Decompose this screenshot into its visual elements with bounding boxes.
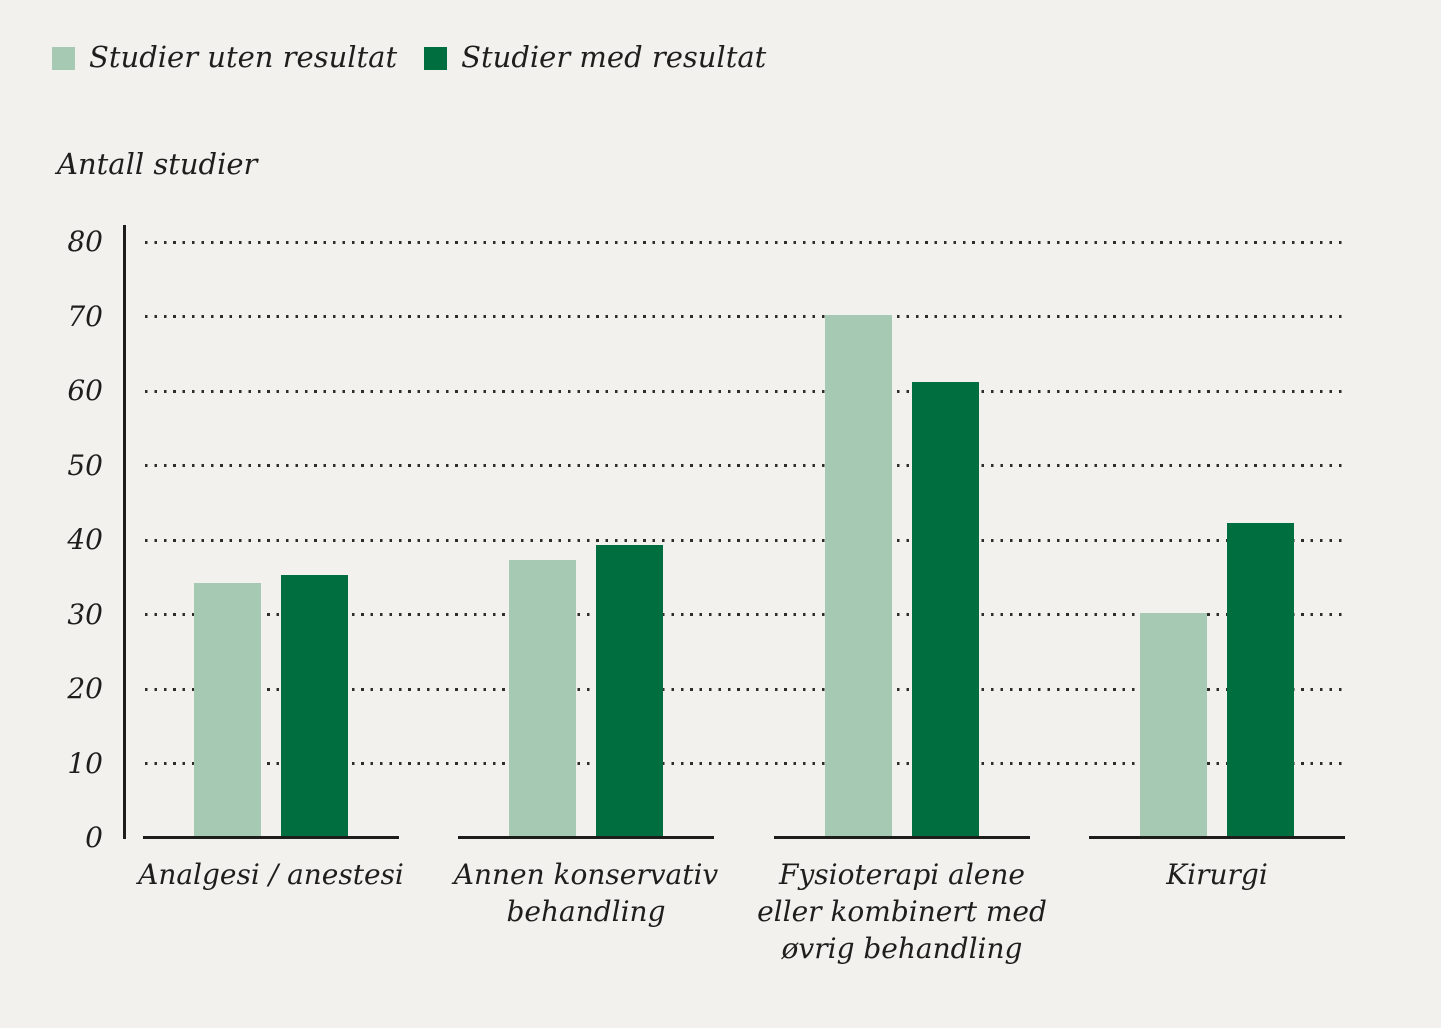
- legend: Studier uten resultat Studier med result…: [52, 40, 767, 74]
- bar-med-resultat-3: [912, 381, 979, 836]
- x-baseline-segment-3: [774, 836, 1030, 839]
- gridline-50: [145, 464, 1346, 467]
- x-baseline-segment-2: [458, 836, 714, 839]
- gridline-30: [145, 613, 1346, 616]
- category-label-line: behandling: [506, 895, 666, 928]
- y-tick-label-20: 20: [67, 672, 103, 705]
- y-tick-label-40: 40: [67, 523, 103, 556]
- gridline-80: [145, 240, 1346, 244]
- bar-med-resultat-1: [281, 575, 348, 836]
- bar-med-resultat-4: [1227, 523, 1294, 836]
- bar-uten-resultat-2: [509, 560, 576, 836]
- category-label-line: Kirurgi: [1166, 858, 1268, 891]
- bar-uten-resultat-1: [194, 582, 261, 836]
- bar-uten-resultat-4: [1140, 612, 1207, 836]
- category-label-line: Annen konservativ: [453, 858, 719, 891]
- legend-swatch-uten-resultat: [52, 47, 75, 70]
- gridline-10: [145, 762, 1346, 765]
- category-label-line: Analgesi / anestesi: [138, 858, 404, 891]
- legend-item-med-resultat: Studier med resultat: [424, 40, 767, 74]
- y-axis-line: [123, 225, 126, 839]
- x-baseline-segment-4: [1089, 836, 1345, 839]
- y-axis-title: Antall studier: [57, 147, 258, 181]
- category-label-line: øvrig behandling: [781, 932, 1023, 965]
- y-tick-label-50: 50: [67, 448, 103, 482]
- bar-med-resultat-2: [596, 545, 663, 836]
- legend-label-uten-resultat: Studier uten resultat: [89, 40, 398, 74]
- category-label-line: eller kombinert med: [757, 895, 1047, 928]
- y-tick-label-0: 0: [85, 821, 103, 854]
- y-tick-label-30: 30: [67, 597, 103, 631]
- gridline-20: [145, 687, 1346, 691]
- category-label-1: Analgesi / anestesi: [96, 856, 446, 893]
- gridline-60: [145, 389, 1346, 393]
- category-label-3: Fysioterapi alene eller kombinert med øvri…: [727, 856, 1077, 967]
- gridline-40: [145, 538, 1346, 542]
- legend-label-med-resultat: Studier med resultat: [461, 40, 767, 74]
- y-tick-label-70: 70: [67, 299, 103, 333]
- x-baseline-segment-1: [143, 836, 399, 839]
- y-tick-label-10: 10: [67, 746, 103, 780]
- legend-item-uten-resultat: Studier uten resultat: [52, 40, 398, 74]
- bar-uten-resultat-3: [825, 314, 892, 836]
- gridline-70: [145, 315, 1346, 318]
- category-label-2: Annen konservativ behandling: [411, 856, 761, 930]
- category-label-line: Fysioterapi alene: [779, 858, 1025, 891]
- y-tick-label-60: 60: [67, 374, 103, 407]
- category-label-4: Kirurgi: [1042, 856, 1392, 893]
- y-tick-label-80: 80: [67, 225, 103, 258]
- legend-swatch-med-resultat: [424, 47, 448, 70]
